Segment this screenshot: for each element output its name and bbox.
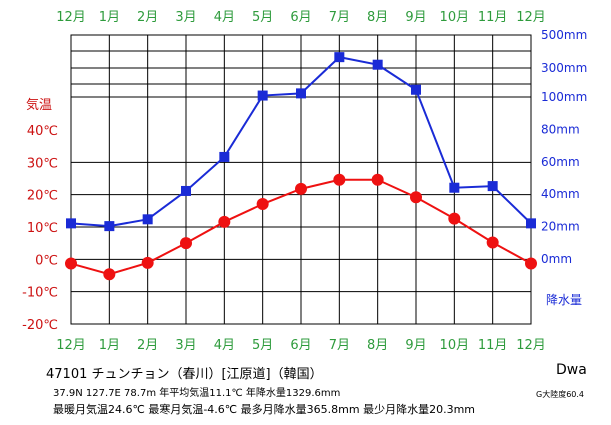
month-label-top: 3月 (175, 10, 196, 25)
precipitation-tick-label: 500mm (541, 28, 587, 42)
month-label-bottom: 1月 (99, 338, 120, 353)
temperature-tick-label: -20℃ (22, 318, 58, 333)
month-label-bottom: 12月 (516, 338, 546, 353)
temperature-axis-title: 気温 (26, 97, 52, 113)
month-label-bottom: 11月 (478, 338, 508, 353)
temperature-point (410, 191, 422, 204)
temperature-point (295, 182, 307, 195)
month-label-bottom: 6月 (290, 338, 311, 353)
precipitation-point (104, 221, 115, 232)
month-label-top: 12月 (56, 10, 86, 25)
month-label-top: 12月 (516, 10, 546, 25)
temperature-tick-label: 10℃ (27, 221, 58, 236)
month-label-bottom: 3月 (175, 338, 196, 353)
month-label-top: 11月 (478, 10, 508, 25)
station-extremes: 最暖月気温24.6℃ 最寒月気温-4.6℃ 最多月降水量365.8mm 最少月降… (53, 403, 475, 416)
precipitation-point (334, 52, 345, 63)
grid (70, 34, 532, 325)
precipitation-tick-label: 20mm (541, 220, 580, 234)
precipitation-tick-label: 0mm (541, 252, 572, 266)
temperature-point (65, 257, 77, 270)
precipitation-point (66, 218, 76, 229)
precipitation-axis-title: 降水量 (546, 293, 582, 307)
precipitation-point (449, 182, 460, 193)
station-summary: 37.9N 127.7E 78.7m 年平均気温11.1℃ 年降水量1329.6… (53, 388, 341, 399)
precipitation-point (526, 218, 536, 229)
precipitation-point (257, 90, 268, 101)
temperature-point (141, 256, 154, 269)
temperature-point (486, 236, 499, 249)
temperature-tick-label: 0℃ (35, 253, 58, 268)
temperature-point (371, 173, 384, 186)
precipitation-tick-label: 300mm (541, 61, 587, 75)
station-title: 47101 チュンチョン（春川）[江原道]（韓国） (46, 367, 323, 382)
temperature-point (180, 237, 192, 250)
temperature-point (448, 212, 461, 225)
month-label-top: 4月 (214, 10, 235, 25)
month-label-top: 5月 (252, 10, 273, 25)
month-label-top: 6月 (290, 10, 311, 25)
temperature-point (218, 215, 231, 228)
temperature-tick-label: 40℃ (27, 124, 58, 139)
continentality-index: G大陸度60.4 (536, 390, 585, 399)
month-label-top: 8月 (367, 10, 388, 25)
precipitation-point (296, 88, 306, 99)
month-label-top: 2月 (137, 10, 158, 25)
temperature-point (333, 173, 346, 186)
precipitation-tick-label: 40mm (541, 187, 580, 201)
temperature-point (103, 268, 116, 281)
temperature-tick-label: 20℃ (27, 189, 58, 204)
month-label-bottom: 9月 (405, 338, 426, 353)
month-label-bottom: 7月 (329, 338, 350, 353)
precipitation-point (142, 214, 153, 225)
month-label-bottom: 4月 (214, 338, 235, 353)
month-label-top: 10月 (440, 10, 470, 25)
month-label-bottom: 8月 (367, 338, 388, 353)
precipitation-tick-labels: 500mm 300mm 100mm 80mm 60mm 40mm 20mm 0m… (541, 28, 587, 266)
temperature-point (525, 257, 537, 270)
month-label-bottom: 10月 (440, 338, 470, 353)
month-label-bottom: 2月 (137, 338, 158, 353)
series (65, 52, 537, 281)
precipitation-point (372, 59, 383, 70)
month-label-top: 9月 (405, 10, 426, 25)
temperature-tick-labels: 40℃ 30℃ 20℃ 10℃ 0℃ -10℃ -20℃ (22, 124, 58, 333)
month-labels-bottom: 12月 1月 2月 3月 4月 5月 6月 7月 8月 9月 10月 11月 1… (56, 338, 546, 353)
month-label-bottom: 5月 (252, 338, 273, 353)
month-label-bottom: 12月 (56, 338, 86, 353)
month-label-top: 7月 (329, 10, 350, 25)
precipitation-point (219, 151, 230, 162)
precipitation-tick-label: 60mm (541, 155, 580, 169)
precipitation-point (487, 181, 498, 192)
precipitation-tick-label: 100mm (541, 90, 587, 104)
temperature-tick-label: 30℃ (27, 156, 58, 171)
precipitation-tick-label: 80mm (541, 122, 580, 136)
temperature-point (256, 198, 269, 211)
temperature-tick-label: -10℃ (22, 286, 58, 301)
month-labels-top: 12月 1月 2月 3月 4月 5月 6月 7月 8月 9月 10月 11月 1… (56, 10, 546, 25)
month-label-top: 1月 (99, 10, 120, 25)
precipitation-point (411, 84, 421, 95)
climate-code: Dwa (556, 362, 587, 378)
precipitation-point (181, 185, 191, 196)
